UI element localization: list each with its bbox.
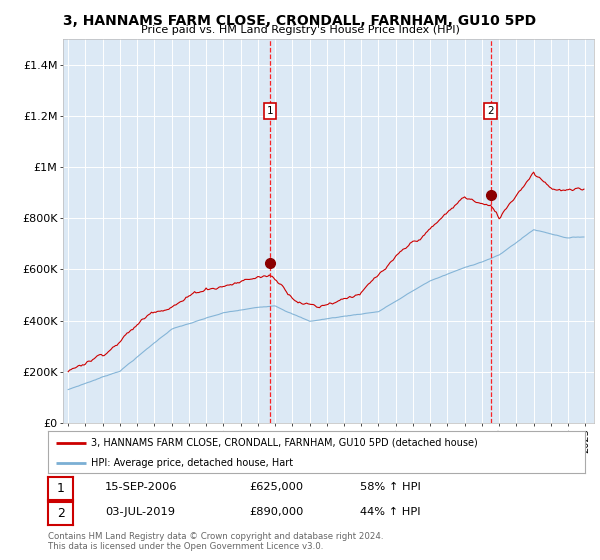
Text: 2: 2 [487,106,494,116]
Text: 58% ↑ HPI: 58% ↑ HPI [360,482,421,492]
Text: £890,000: £890,000 [249,507,304,517]
Text: 1: 1 [56,482,65,495]
Text: 3, HANNAMS FARM CLOSE, CRONDALL, FARNHAM, GU10 5PD (detached house): 3, HANNAMS FARM CLOSE, CRONDALL, FARNHAM… [91,438,478,448]
Text: 44% ↑ HPI: 44% ↑ HPI [360,507,421,517]
Text: Contains HM Land Registry data © Crown copyright and database right 2024.
This d: Contains HM Land Registry data © Crown c… [48,532,383,552]
Text: Price paid vs. HM Land Registry's House Price Index (HPI): Price paid vs. HM Land Registry's House … [140,25,460,35]
Text: HPI: Average price, detached house, Hart: HPI: Average price, detached house, Hart [91,458,293,468]
Text: £625,000: £625,000 [249,482,303,492]
Text: 1: 1 [267,106,274,116]
Text: 15-SEP-2006: 15-SEP-2006 [105,482,178,492]
Text: 3, HANNAMS FARM CLOSE, CRONDALL, FARNHAM, GU10 5PD: 3, HANNAMS FARM CLOSE, CRONDALL, FARNHAM… [64,14,536,28]
Text: 03-JUL-2019: 03-JUL-2019 [105,507,175,517]
Text: 2: 2 [56,507,65,520]
